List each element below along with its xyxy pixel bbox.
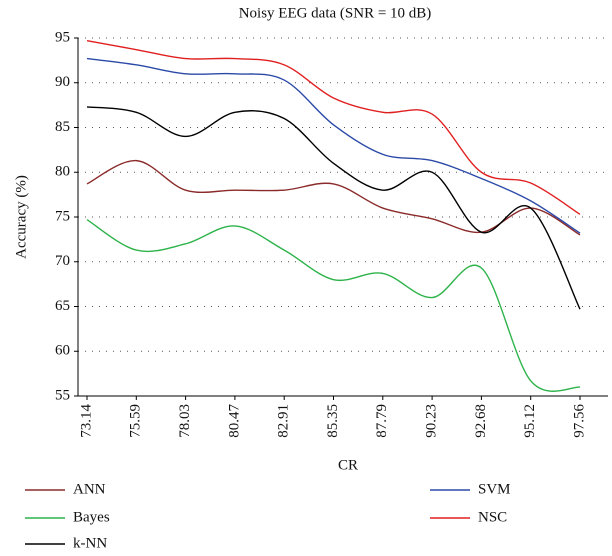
series-line xyxy=(86,57,581,234)
legend-label: k-NN xyxy=(73,535,107,551)
series-line xyxy=(86,219,581,392)
y-tick-label: 55 xyxy=(55,387,70,403)
y-tick-label: 85 xyxy=(55,119,70,135)
series-line xyxy=(86,39,581,215)
x-tick-label: 97.56 xyxy=(571,404,587,438)
x-tick-label: 87.79 xyxy=(374,404,390,438)
x-tick-label: 80.47 xyxy=(226,404,242,438)
legend-label: SVM xyxy=(478,481,511,497)
x-tick-label: 95.12 xyxy=(522,404,538,438)
legend-label: ANN xyxy=(73,481,106,497)
x-tick-label: 92.68 xyxy=(473,404,489,438)
y-tick-label: 65 xyxy=(55,298,70,314)
y-tick-label: 90 xyxy=(55,74,70,90)
x-tick-label: 78.03 xyxy=(177,404,193,438)
x-tick-label: 90.23 xyxy=(424,404,440,438)
y-tick-label: 60 xyxy=(55,343,70,359)
x-tick-label: 85.35 xyxy=(325,404,341,438)
x-tick-label: 75.59 xyxy=(128,404,144,438)
legend-label: NSC xyxy=(478,509,507,525)
series-line xyxy=(86,159,581,236)
y-tick-label: 95 xyxy=(55,29,70,45)
x-tick-label: 73.14 xyxy=(78,404,94,438)
y-axis-label: Accuracy (%) xyxy=(13,175,29,259)
x-axis-label: CR xyxy=(338,457,358,473)
legend-label: Bayes xyxy=(73,509,110,525)
y-tick-label: 70 xyxy=(55,253,70,269)
chart-title: Noisy EEG data (SNR = 10 dB) xyxy=(239,5,432,21)
x-tick-label: 82.91 xyxy=(276,404,292,438)
series-line xyxy=(86,106,581,310)
y-tick-label: 75 xyxy=(55,208,70,224)
y-tick-label: 80 xyxy=(55,164,70,180)
